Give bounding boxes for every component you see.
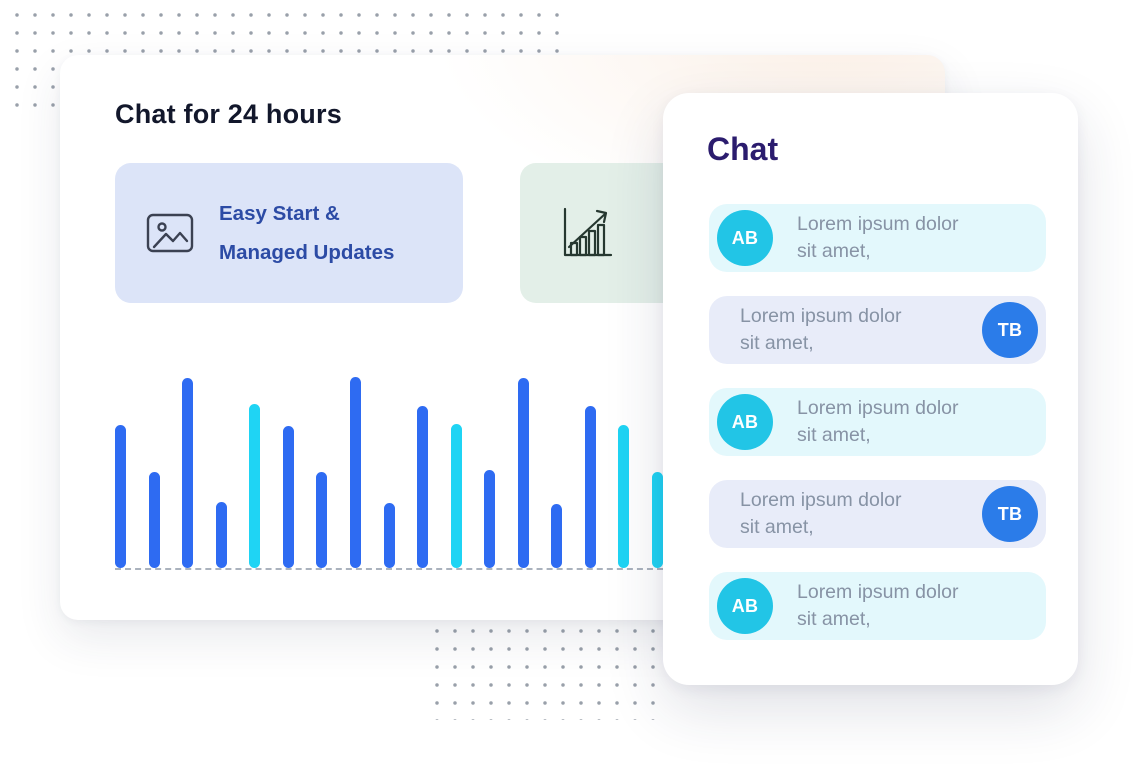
chart-bar [517, 378, 529, 568]
avatar: AB [717, 210, 773, 266]
chart-bar [115, 425, 126, 568]
message-text: Lorem ipsum dolor sit amet, [797, 581, 959, 630]
chart-bar [316, 472, 328, 568]
chat-message: AB Lorem ipsum dolor sit amet, [709, 572, 1046, 640]
chart-bar [484, 470, 496, 568]
chat-message: Lorem ipsum dolor sit amet, TB [709, 480, 1046, 548]
chart-bar [383, 503, 395, 568]
chart-bar [215, 502, 227, 568]
chart-bar [249, 404, 261, 568]
message-text: Lorem ipsum dolor sit amet, [797, 213, 959, 262]
feature-label-line-2: Managed Updates [219, 241, 395, 264]
chart-bar [417, 406, 429, 568]
message-text: Lorem ipsum dolor sit amet, [740, 305, 902, 354]
avatar: AB [717, 578, 773, 634]
chart-bar [349, 377, 361, 568]
bar-chart-bars [115, 368, 663, 568]
chart-bar [148, 472, 160, 568]
chart-bar [182, 378, 194, 568]
chart-bar [551, 504, 563, 568]
avatar: TB [982, 486, 1038, 542]
dot-pattern-bottom [428, 622, 668, 720]
message-text: Lorem ipsum dolor sit amet, [797, 397, 959, 446]
chart-bar [652, 472, 663, 568]
chat-message: Lorem ipsum dolor sit amet, TB [709, 296, 1046, 364]
feature-card-easy-start: Easy Start & Managed Updates [115, 163, 463, 303]
chat-message: AB Lorem ipsum dolor sit amet, [709, 388, 1046, 456]
feature-label: Easy Start & Managed Updates [219, 194, 394, 272]
chart-bar [618, 425, 630, 568]
growth-chart-icon [556, 205, 616, 261]
image-icon [143, 206, 197, 260]
avatar: AB [717, 394, 773, 450]
main-title: Chat for 24 hours [115, 99, 342, 129]
feature-label-line-1: Easy Start & [219, 202, 340, 225]
chat-title: Chat [707, 131, 779, 167]
bar-chart [115, 368, 663, 570]
chat-card: Chat AB Lorem ipsum dolor sit amet, Lorem i… [663, 93, 1078, 685]
chart-bar [282, 426, 294, 568]
avatar: TB [982, 302, 1038, 358]
chat-message-list: AB Lorem ipsum dolor sit amet, Lorem ipsum … [709, 204, 1046, 640]
chart-bar [584, 406, 596, 568]
chart-bar [450, 424, 462, 568]
message-text: Lorem ipsum dolor sit amet, [740, 489, 902, 538]
chat-message: AB Lorem ipsum dolor sit amet, [709, 204, 1046, 272]
